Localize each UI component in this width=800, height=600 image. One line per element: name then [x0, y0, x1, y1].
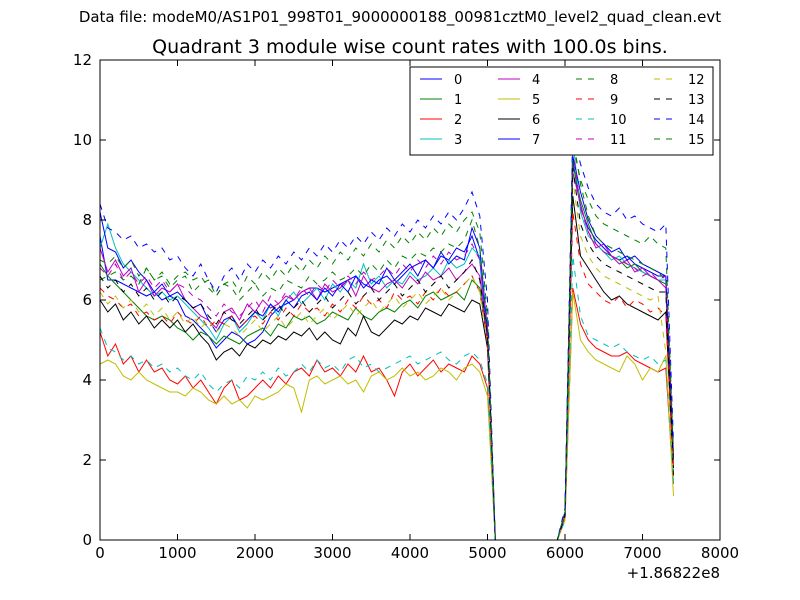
y-tick-label: 6 [82, 291, 92, 309]
legend-label-2: 2 [454, 113, 462, 128]
y-tick-label: 12 [73, 51, 92, 69]
legend-label-11: 11 [610, 133, 627, 148]
legend-label-3: 3 [454, 133, 462, 148]
legend-label-9: 9 [610, 93, 618, 108]
y-tick-label: 0 [82, 531, 92, 549]
series-line-1 [99, 163, 674, 541]
x-axis-offset-label: +1.86822e8 [627, 564, 720, 582]
x-tick-label: 5000 [468, 544, 506, 562]
series-line-14 [99, 131, 674, 541]
legend-label-10: 10 [610, 113, 627, 128]
legend-label-1: 1 [454, 93, 462, 108]
legend-label-14: 14 [688, 113, 705, 128]
x-tick-label: 1000 [158, 544, 196, 562]
legend-label-12: 12 [688, 73, 705, 88]
legend-label-7: 7 [532, 133, 540, 148]
legend-label-13: 13 [688, 93, 705, 108]
series-line-11 [99, 147, 674, 541]
series-layer [99, 131, 674, 541]
series-line-3 [99, 139, 674, 541]
series-line-10 [99, 255, 674, 541]
x-tick-label: 2000 [236, 544, 274, 562]
series-line-8 [99, 135, 674, 541]
y-tick-label: 2 [82, 451, 92, 469]
series-line-5 [99, 291, 674, 541]
x-tick-label: 8000 [701, 544, 739, 562]
x-tick-label: 4000 [391, 544, 429, 562]
legend-frame [409, 66, 714, 156]
legend-label-5: 5 [532, 93, 540, 108]
series-line-15 [99, 143, 674, 541]
figure-suptitle: Data file: modeM0/AS1P01_998T01_90000001… [78, 8, 722, 26]
series-line-4 [99, 171, 674, 541]
legend-label-8: 8 [610, 73, 618, 88]
y-tick-label: 4 [82, 371, 92, 389]
legend-label-0: 0 [454, 73, 462, 88]
x-tick-label: 6000 [546, 544, 584, 562]
legend-label-15: 15 [688, 133, 705, 148]
y-tick-label: 10 [73, 131, 92, 149]
x-tick-label: 3000 [313, 544, 351, 562]
series-line-12 [99, 179, 674, 541]
series-line-9 [99, 211, 674, 541]
x-tick-label: 0 [95, 544, 105, 562]
legend-label-6: 6 [532, 113, 540, 128]
series-line-7 [99, 155, 674, 541]
legend-label-4: 4 [532, 73, 540, 88]
ticks-layer: 0 1000 2000 3000 4000 5000 6000 7000 80000246810… [73, 51, 739, 562]
x-tick-label: 7000 [623, 544, 661, 562]
series-line-6 [99, 195, 674, 541]
y-tick-label: 8 [82, 211, 92, 229]
series-line-13 [99, 167, 674, 541]
series-line-2 [99, 287, 674, 541]
chart-title: Quadrant 3 module wise count rates with … [152, 36, 668, 58]
